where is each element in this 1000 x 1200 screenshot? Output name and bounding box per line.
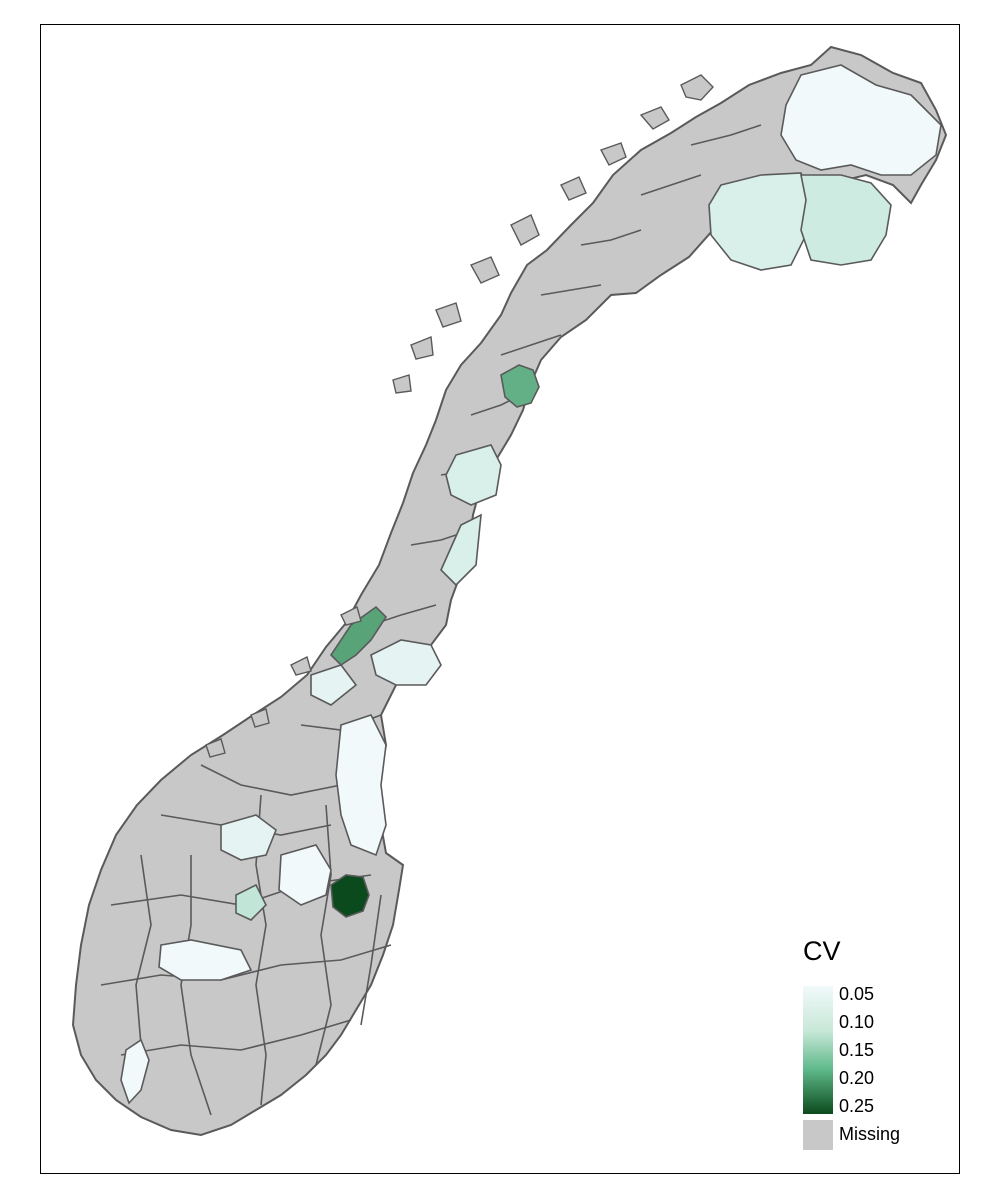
region-borders — [100, 124, 762, 1116]
region-finnmark-east — [780, 64, 942, 176]
region-agder-inland — [120, 1038, 150, 1105]
region-oppland-west — [220, 814, 277, 861]
legend-tick: 0.25 — [839, 1096, 875, 1116]
map-frame — [40, 24, 960, 1174]
legend-tick: 0.20 — [839, 1068, 875, 1088]
region-trondelag-inland — [310, 639, 442, 706]
choropleth-map — [71, 45, 948, 1137]
region-nordland-inland — [440, 444, 502, 587]
legend: CV 0.05 0.10 0.15 0.20 0.25 Missing — [803, 936, 943, 1150]
legend-tick: 0.15 — [839, 1040, 875, 1060]
legend-missing-label: Missing — [839, 1124, 901, 1144]
coastal-islands — [205, 74, 714, 758]
region-akershus-east — [330, 874, 370, 918]
region-telemark — [278, 844, 332, 906]
region-rogaland-inland — [158, 939, 253, 981]
legend-title: CV — [803, 936, 841, 966]
region-buskerud-north — [235, 883, 267, 921]
legend-color-ramp — [803, 986, 833, 1114]
region-hedmark-north — [335, 714, 387, 857]
legend-tick: 0.10 — [839, 1012, 875, 1032]
legend-missing-swatch — [803, 1120, 833, 1150]
region-finnmark-center — [708, 172, 812, 271]
region-finnmark-south — [800, 174, 892, 266]
region-nordland-north — [500, 364, 540, 408]
legend-tick: 0.05 — [839, 984, 875, 1004]
